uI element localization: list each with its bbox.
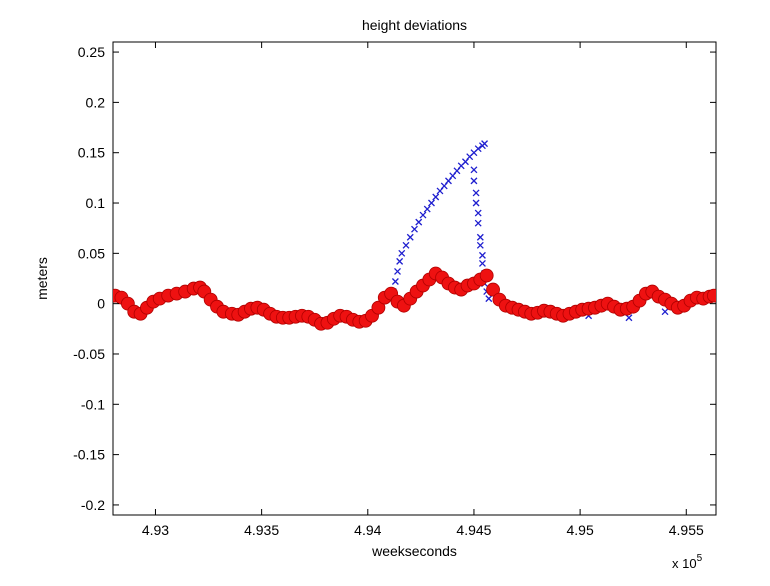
y-tick-label: 0 xyxy=(97,296,105,312)
data-point-x xyxy=(472,199,480,207)
x-axis-exponent-power: 5 xyxy=(697,553,703,564)
y-tick-label: 0.25 xyxy=(78,44,105,60)
x-tick-label: 4.95 xyxy=(566,522,593,538)
data-point-x xyxy=(398,249,406,257)
series-1 xyxy=(113,266,716,331)
x-axis-exponent: x 105 xyxy=(672,553,703,571)
data-layer xyxy=(113,140,716,331)
data-point-o xyxy=(486,282,500,297)
data-point-x xyxy=(402,241,410,249)
data-point-x xyxy=(476,233,484,241)
x-tick-label: 4.935 xyxy=(244,522,279,538)
y-axis-label: meters xyxy=(34,257,50,300)
x-axis-label: weekseconds xyxy=(371,543,457,559)
y-tick-label: -0.05 xyxy=(73,346,105,362)
y-tick-label: 0.05 xyxy=(78,245,105,261)
data-point-x xyxy=(423,205,431,213)
data-point-x xyxy=(470,177,478,185)
data-point-x xyxy=(411,225,418,233)
tick-layer: 4.93 4.935 4.94 4.945 4.95 4.955 -0.2 -0.15 -0.1… xyxy=(73,42,716,538)
y-tick-label: -0.15 xyxy=(73,447,105,463)
x-axis-exponent-base: x 10 xyxy=(672,556,697,571)
data-point-x xyxy=(419,211,427,219)
x-tick-label: 4.93 xyxy=(142,522,169,538)
data-point-x xyxy=(472,189,480,197)
y-tick-label: 0.1 xyxy=(86,195,106,211)
data-point-x xyxy=(406,233,414,241)
data-point-x xyxy=(470,166,478,174)
data-point-x xyxy=(415,218,423,226)
data-point-o xyxy=(479,268,494,283)
data-point-x xyxy=(474,209,482,217)
y-tick-label: -0.2 xyxy=(81,497,105,513)
series-group xyxy=(113,140,716,331)
data-point-x xyxy=(474,219,482,227)
data-point-o xyxy=(371,300,386,315)
data-point-x xyxy=(394,267,401,275)
data-point-x xyxy=(625,314,633,322)
x-tick-label: 4.945 xyxy=(456,522,491,538)
data-point-o xyxy=(706,288,716,303)
data-point-x xyxy=(478,251,486,259)
chart-title: height deviations xyxy=(362,17,467,33)
data-point-x xyxy=(485,295,493,303)
y-tick-label: 0.15 xyxy=(78,145,105,161)
x-tick-label: 4.955 xyxy=(669,522,704,538)
data-point-x xyxy=(478,259,486,267)
data-point-x xyxy=(391,278,399,285)
axes-frame xyxy=(112,41,717,516)
y-tick-label: 0.2 xyxy=(86,94,106,110)
data-point-x xyxy=(432,193,440,201)
data-point-x xyxy=(428,199,435,207)
data-point-x xyxy=(661,308,669,316)
data-point-x xyxy=(481,140,489,148)
data-point-x xyxy=(474,145,482,153)
x-tick-label: 4.94 xyxy=(354,522,381,538)
y-tick-label: -0.1 xyxy=(81,396,105,412)
data-point-x xyxy=(476,241,484,249)
data-point-x xyxy=(396,257,404,265)
